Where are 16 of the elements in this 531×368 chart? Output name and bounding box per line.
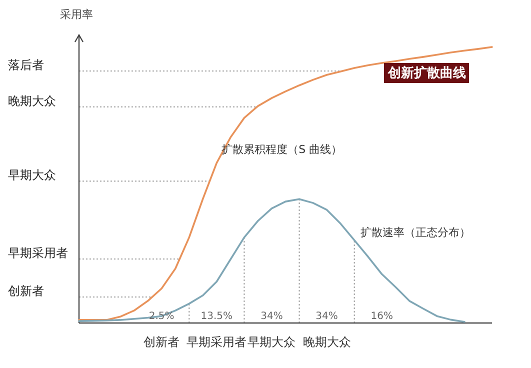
- ytick-label: 晚期大众: [8, 94, 56, 108]
- xtick-label: 早期大众: [248, 335, 296, 349]
- series-label: 扩散速率（正态分布）: [360, 226, 470, 240]
- data-label: 34%: [316, 311, 338, 322]
- xtick-label: 早期采用者: [186, 335, 247, 349]
- xtick-label: 创新者: [144, 335, 180, 349]
- data-label: 16%: [370, 311, 393, 322]
- title: 创新扩散曲线: [388, 66, 466, 81]
- ytick-label: 早期大众: [8, 168, 56, 182]
- ylabel: 采用率: [60, 8, 93, 21]
- data-label: 34%: [260, 311, 283, 322]
- data-label: 13.5%: [200, 311, 233, 322]
- ytick-label: 落后者: [8, 58, 44, 72]
- ytick-label: 创新者: [8, 284, 44, 298]
- ytick-label: 早期采用者: [8, 246, 68, 260]
- xtick-label: 晚期大众: [302, 335, 351, 349]
